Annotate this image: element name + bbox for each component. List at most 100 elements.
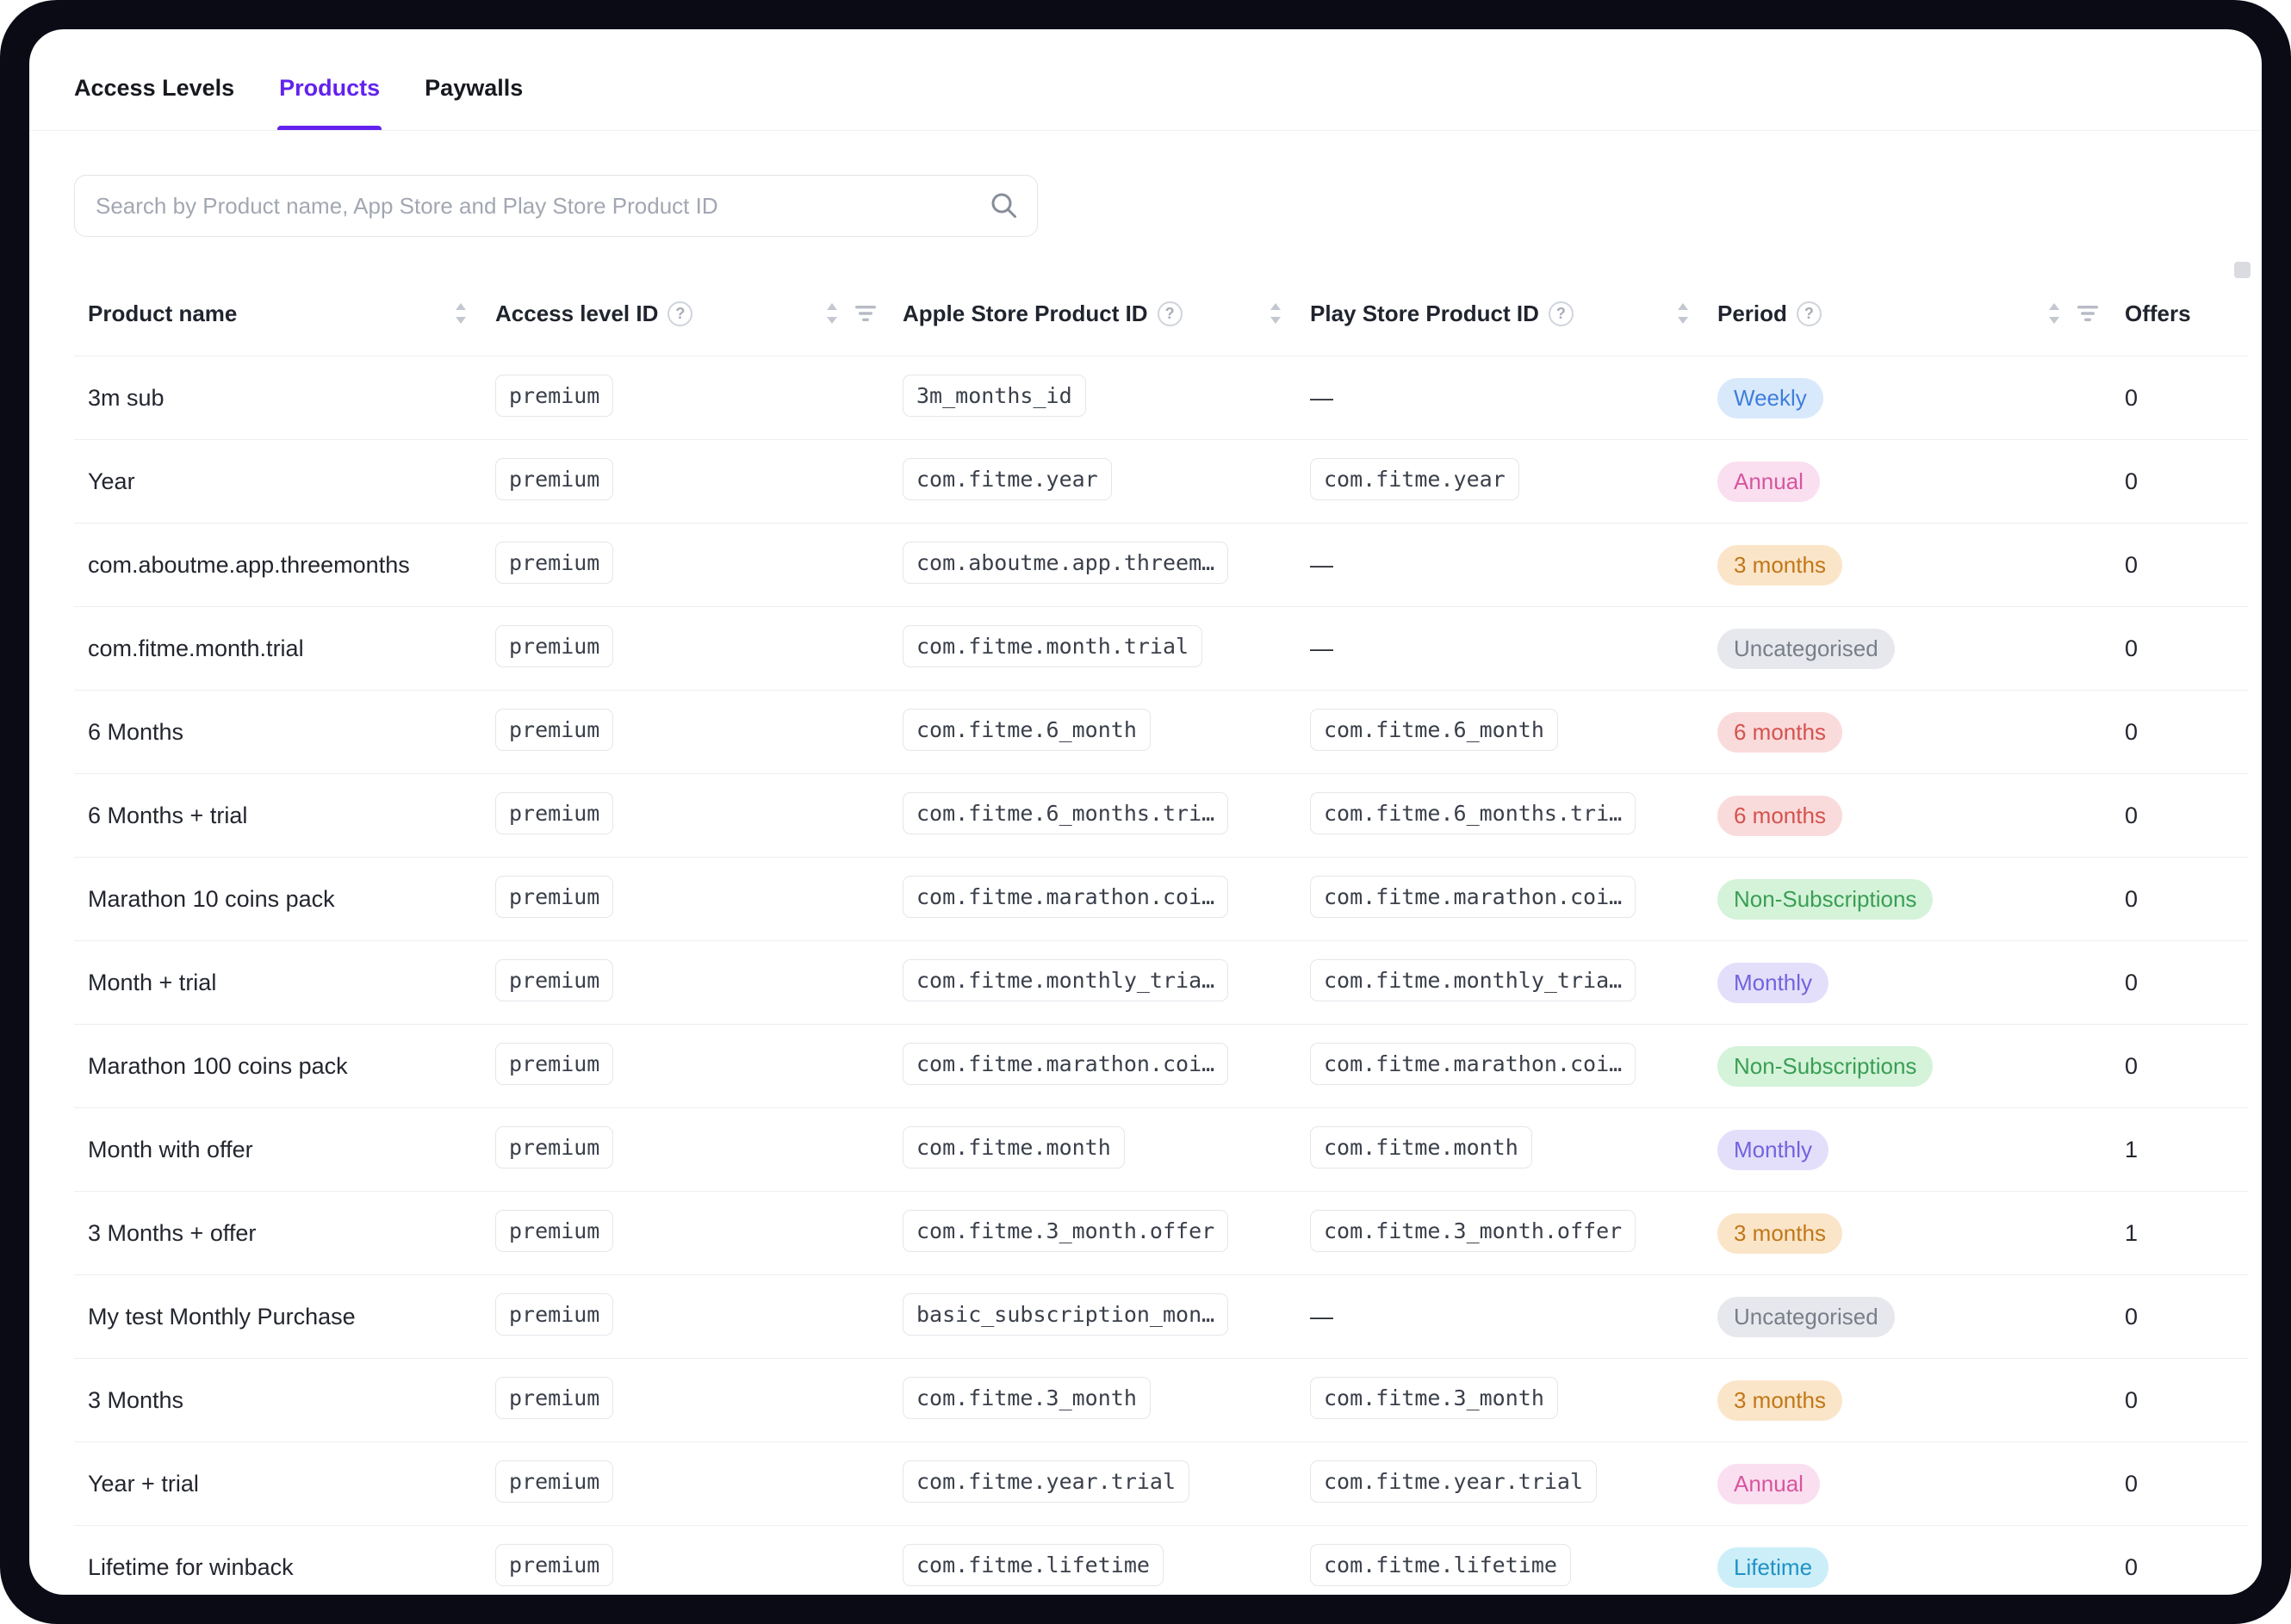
period-badge: Monthly	[1717, 1129, 1829, 1170]
apple-product-id-cell: 3m_months_id	[903, 375, 1310, 421]
period-badge: Non-Subscriptions	[1717, 1045, 1934, 1087]
filter-icon[interactable]	[2077, 304, 2099, 323]
help-icon[interactable]: ?	[667, 301, 693, 326]
play-product-id-cell: com.fitme.6_month	[1310, 709, 1717, 755]
help-icon[interactable]: ?	[1796, 301, 1822, 326]
sort-icon[interactable]	[2046, 301, 2063, 326]
offers-cell: 0	[2125, 803, 2248, 829]
period-badge: 3 months	[1717, 544, 1842, 586]
play-product-id-cell: com.fitme.month	[1310, 1126, 1717, 1173]
table-row[interactable]: 3 Months premium com.fitme.3_month com.f…	[74, 1358, 2248, 1441]
period-cell: Non-Subscriptions	[1717, 1045, 2125, 1087]
help-icon[interactable]: ?	[1157, 301, 1183, 326]
table-row[interactable]: Year premium com.fitme.year com.fitme.ye…	[74, 439, 2248, 523]
table-row[interactable]: 6 Months + trial premium com.fitme.6_mon…	[74, 773, 2248, 857]
table-row[interactable]: Year + trial premium com.fitme.year.tria…	[74, 1441, 2248, 1525]
column-header-apple-store-product-id[interactable]: Apple Store Product ID ?	[903, 301, 1310, 327]
tab-access-levels[interactable]: Access Levels	[74, 29, 234, 130]
access-level-chip: premium	[495, 1460, 614, 1503]
sort-icon[interactable]	[1674, 301, 1692, 326]
table-row[interactable]: Lifetime for winback premium com.fitme.l…	[74, 1525, 2248, 1595]
product-name: 3m sub	[88, 384, 165, 411]
table-row[interactable]: 3m sub premium 3m_months_id — Weekly 0	[74, 356, 2248, 439]
empty-value: —	[1310, 384, 1333, 411]
apple-product-id-cell: com.fitme.3_month.offer	[903, 1210, 1310, 1256]
column-header-play-store-product-id[interactable]: Play Store Product ID ?	[1310, 301, 1717, 327]
empty-value: —	[1310, 1303, 1333, 1330]
product-name: Month + trial	[88, 969, 217, 995]
search-input[interactable]	[74, 175, 1038, 237]
offers-count: 0	[2125, 969, 2139, 995]
period-cell: Non-Subscriptions	[1717, 878, 2125, 920]
access-level-cell: premium	[495, 625, 903, 672]
column-header-access-level-id[interactable]: Access level ID ?	[495, 301, 903, 327]
access-level-chip: premium	[495, 1043, 614, 1085]
column-label: Period	[1717, 300, 1787, 326]
table-row[interactable]: com.fitme.month.trial premium com.fitme.…	[74, 606, 2248, 690]
table-row[interactable]: Marathon 10 coins pack premium com.fitme…	[74, 857, 2248, 940]
period-badge: Monthly	[1717, 962, 1829, 1003]
access-level-cell: premium	[495, 959, 903, 1006]
column-header-offers[interactable]: Offers	[2125, 301, 2248, 327]
table-row[interactable]: Month + trial premium com.fitme.monthly_…	[74, 940, 2248, 1024]
table-row[interactable]: Marathon 100 coins pack premium com.fitm…	[74, 1024, 2248, 1107]
product-name: 6 Months	[88, 718, 184, 745]
table-row[interactable]: com.aboutme.app.threemonths premium com.…	[74, 523, 2248, 606]
table-row[interactable]: Month with offer premium com.fitme.month…	[74, 1107, 2248, 1191]
product-name: Marathon 100 coins pack	[88, 1052, 348, 1079]
access-level-chip: premium	[495, 375, 614, 417]
play-product-id-cell: com.fitme.year.trial	[1310, 1460, 1717, 1507]
apple-product-id-cell: com.aboutme.app.threem…	[903, 542, 1310, 588]
column-header-product-name[interactable]: Product name	[88, 301, 495, 327]
search-icon[interactable]	[988, 189, 1021, 222]
offers-count: 0	[2125, 635, 2139, 661]
play-product-id-cell: com.fitme.6_months.tri…	[1310, 792, 1717, 839]
play-product-id-cell: —	[1310, 385, 1717, 412]
tab-products[interactable]: Products	[277, 29, 382, 130]
period-badge: 3 months	[1717, 1212, 1842, 1254]
period-cell: 6 months	[1717, 711, 2125, 753]
tab-paywalls[interactable]: Paywalls	[425, 29, 523, 130]
apple-product-id-cell: com.fitme.month.trial	[903, 625, 1310, 672]
table-body: 3m sub premium 3m_months_id — Weekly 0 Y…	[74, 356, 2248, 1595]
play-product-id-chip: com.fitme.year	[1310, 458, 1519, 500]
offers-cell: 0	[2125, 1304, 2248, 1330]
apple-product-id-chip: com.fitme.month.trial	[903, 625, 1203, 667]
sort-icon[interactable]	[1267, 301, 1284, 326]
table-header-row: Product name Access level ID ?	[74, 271, 2248, 356]
play-product-id-chip: com.fitme.3_month.offer	[1310, 1210, 1636, 1252]
apple-product-id-chip: com.aboutme.app.threem…	[903, 542, 1229, 584]
period-cell: Uncategorised	[1717, 1296, 2125, 1337]
play-product-id-cell: com.fitme.marathon.coi…	[1310, 876, 1717, 922]
product-name: 3 Months + offer	[88, 1219, 257, 1246]
apple-product-id-chip: com.fitme.monthly_tria…	[903, 959, 1229, 1001]
product-name: Year	[88, 468, 135, 494]
period-cell: 3 months	[1717, 1379, 2125, 1421]
access-level-chip: premium	[495, 709, 614, 751]
offers-count: 0	[2125, 1303, 2139, 1330]
apple-product-id-cell: com.fitme.lifetime	[903, 1544, 1310, 1590]
play-product-id-cell: com.fitme.year	[1310, 458, 1717, 505]
play-product-id-cell: com.fitme.marathon.coi…	[1310, 1043, 1717, 1089]
product-name: 6 Months + trial	[88, 802, 248, 828]
table-row[interactable]: My test Monthly Purchase premium basic_s…	[74, 1274, 2248, 1358]
access-level-cell: premium	[495, 792, 903, 839]
scrollbar-thumb[interactable]	[2234, 262, 2251, 278]
apple-product-id-chip: 3m_months_id	[903, 375, 1086, 417]
tabs: Access Levels Products Paywalls	[29, 29, 2262, 131]
play-product-id-chip: com.fitme.marathon.coi…	[1310, 876, 1636, 918]
sort-icon[interactable]	[823, 301, 841, 326]
help-icon[interactable]: ?	[1548, 301, 1574, 326]
filter-icon[interactable]	[854, 304, 877, 323]
table-row[interactable]: 6 Months premium com.fitme.6_month com.f…	[74, 690, 2248, 773]
table-row[interactable]: 3 Months + offer premium com.fitme.3_mon…	[74, 1191, 2248, 1274]
sort-icon[interactable]	[452, 301, 469, 326]
column-header-period[interactable]: Period ?	[1717, 301, 2125, 327]
apple-product-id-chip: com.fitme.3_month	[903, 1377, 1151, 1419]
offers-count: 0	[2125, 718, 2139, 745]
apple-product-id-cell: com.fitme.3_month	[903, 1377, 1310, 1423]
offers-cell: 0	[2125, 1554, 2248, 1581]
offers-count: 0	[2125, 1553, 2139, 1580]
apple-product-id-cell: com.fitme.monthly_tria…	[903, 959, 1310, 1006]
access-level-cell: premium	[495, 542, 903, 588]
